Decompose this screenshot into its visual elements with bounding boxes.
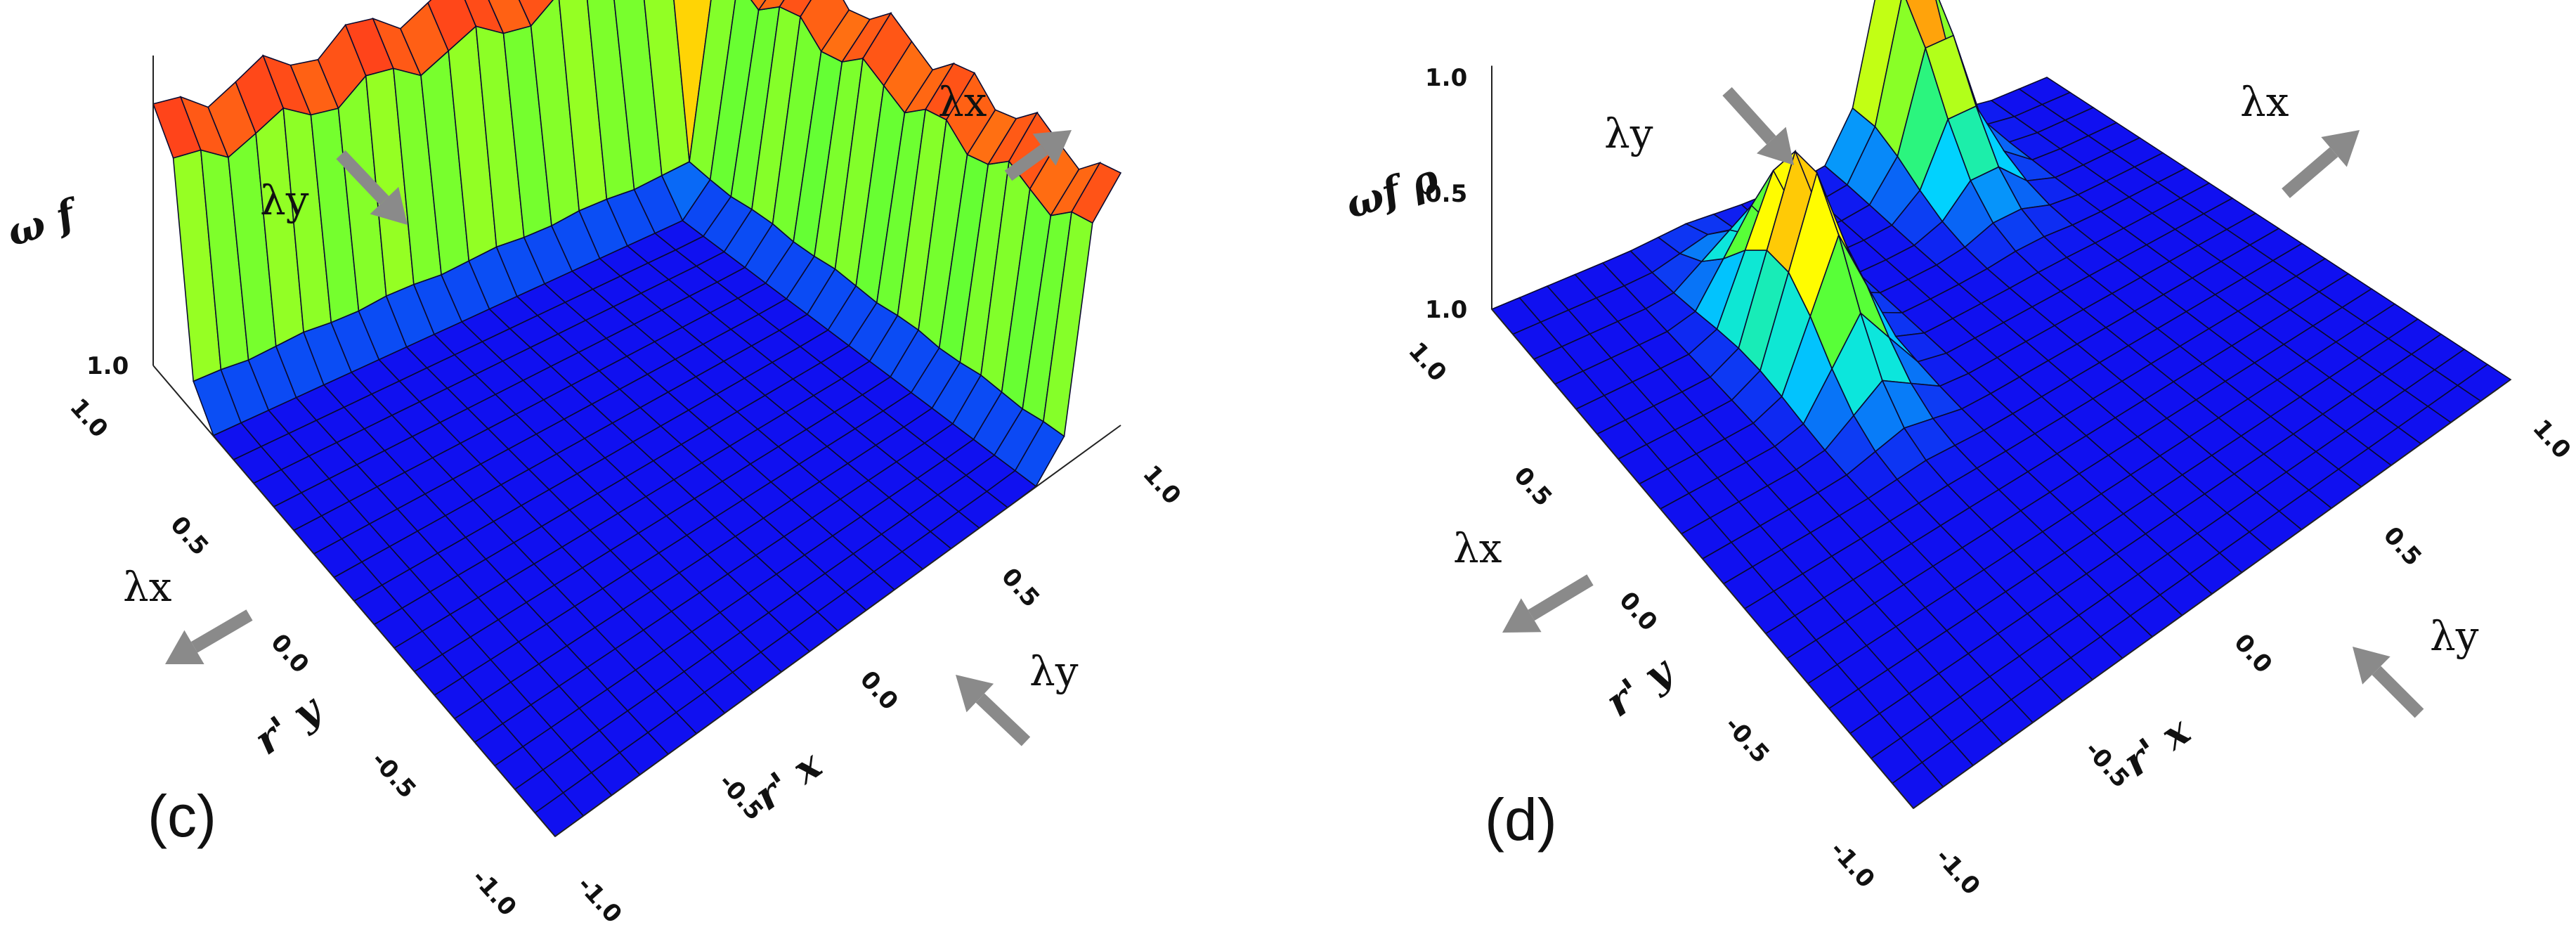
y-tick-label: 1.0: [1403, 337, 1452, 387]
direction-arrow-shaft: [2372, 666, 2424, 718]
y-axis-title: r' y: [246, 685, 332, 764]
panel-label: (d): [1485, 787, 1557, 853]
x-axis-line: [554, 425, 1121, 837]
y-tick-label: -1.0: [466, 864, 521, 921]
y-tick-label: 0.5: [164, 511, 214, 562]
z-axis-title: ω f: [1, 189, 86, 256]
y-tick-label: -0.5: [1719, 711, 1774, 769]
x-tick-label: 0.5: [996, 563, 1045, 614]
direction-arrow-shaft: [2282, 147, 2338, 198]
y-axis-line: [152, 365, 556, 837]
surface-plot-c: -1.0-0.50.00.51.0-1.0-0.50.00.51.01.0r' …: [1, 0, 1186, 928]
direction-label: λy: [260, 176, 309, 224]
z-axis-title: ωf ρ: [1340, 155, 1445, 228]
direction-arrow-head: [1032, 130, 1072, 166]
direction-label: λx: [123, 563, 171, 611]
direction-arrow-head: [1757, 127, 1794, 165]
y-tick-label: 0.0: [1613, 586, 1663, 637]
direction-arrow-head: [165, 630, 204, 664]
y-axis-title: r' y: [1597, 647, 1683, 726]
direction-label: λx: [938, 78, 987, 126]
surface-mesh: [152, 0, 1122, 838]
direction-label: λy: [2430, 612, 2479, 660]
z-tick-label: 0.5: [1425, 180, 1467, 208]
surface-plot-d: -1.0-0.50.00.51.0-1.0-0.50.00.51.01.00.5…: [1340, 0, 2576, 900]
panel-label: (c): [148, 783, 216, 849]
surface-cell: [750, 0, 767, 11]
direction-arrow-head: [370, 186, 408, 225]
direction-arrow-head: [956, 675, 994, 713]
surface-mesh: [1490, 0, 2512, 810]
y-tick-label: -0.5: [365, 746, 421, 804]
x-tick-label: 1.0: [2527, 414, 2576, 465]
x-tick-label: 0.0: [854, 666, 904, 716]
axis-frame: [152, 56, 1121, 837]
direction-arrow-head: [2353, 647, 2390, 685]
x-tick-label: -1.0: [1930, 843, 1985, 900]
x-tick-label: -1.0: [571, 871, 627, 928]
z-tick-label: 1.0: [1425, 296, 1467, 324]
direction-indicators: λy λx λx λy: [123, 78, 1079, 746]
direction-indicators: λy λx λx λy: [1453, 78, 2479, 718]
direction-label: λx: [2240, 78, 2289, 126]
direction-arrow-shaft: [1722, 86, 1776, 145]
direction-label: λy: [1029, 647, 1079, 695]
direction-arrow-shaft: [975, 693, 1031, 746]
surface-cell: [1070, 162, 1122, 224]
y-tick-label: 0.5: [1508, 462, 1557, 512]
x-axis-line: [1913, 379, 2511, 809]
y-axis-line: [1491, 309, 1914, 809]
z-tick-label: 1.0: [86, 352, 129, 380]
direction-label: λx: [1453, 524, 1502, 572]
direction-arrow-shaft: [190, 609, 253, 653]
chart-panel-c: -1.0 -0.5 0.0 0.5 1.0 -1.0 -0.5 0.0 0.5 1.0 1.0 r' …: [1, 0, 1186, 928]
direction-arrow-head: [1502, 598, 1542, 633]
y-tick-label: 0.0: [265, 628, 314, 679]
surface-cell: [779, 0, 812, 18]
chart-panel-d: -1.0 -0.5 0.0 0.5 1.0 -1.0 -0.5 0.0 0.5 1.0 1.0 0.5…: [1288, 0, 2576, 932]
axis-frame: [1491, 65, 2511, 809]
direction-arrow-shaft: [1004, 144, 1048, 181]
x-tick-label: 0.5: [2378, 522, 2427, 572]
y-tick-label: 1.0: [64, 393, 113, 444]
direction-arrow-shaft: [1528, 574, 1594, 621]
direction-label: λy: [1604, 110, 1653, 157]
direction-arrow-head: [2321, 130, 2360, 167]
y-tick-label: -1.0: [1824, 836, 1880, 893]
x-tick-label: 1.0: [1137, 460, 1186, 510]
x-tick-label: 0.0: [2228, 628, 2277, 679]
z-tick-label: 1.0: [1425, 64, 1467, 92]
surface-cell: [757, 0, 785, 11]
direction-arrow-shaft: [336, 150, 389, 205]
